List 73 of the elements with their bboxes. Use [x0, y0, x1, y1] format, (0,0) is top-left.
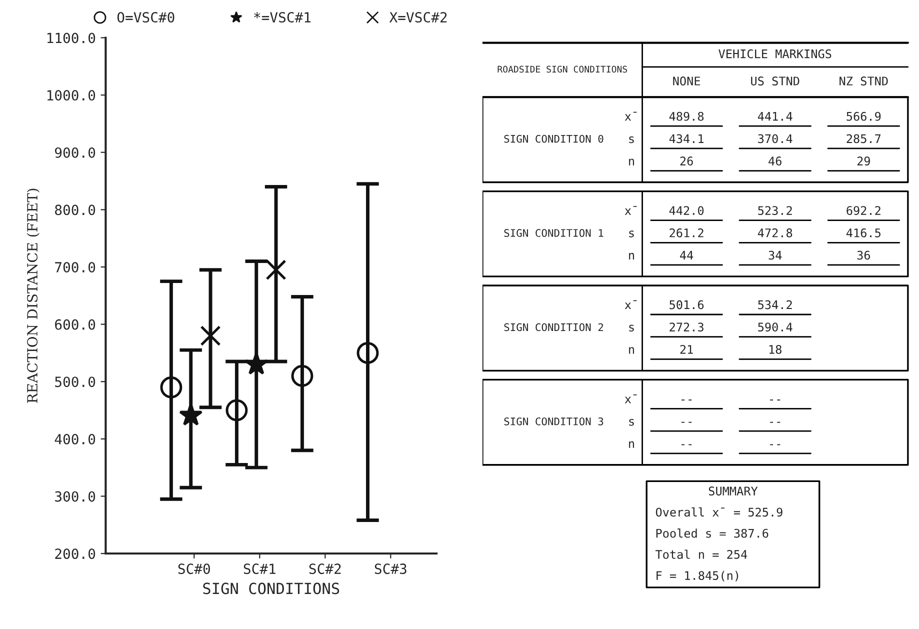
data-label: 441.4 [758, 112, 792, 121]
category-label: NZ STND [840, 76, 888, 86]
data-label: 44 [680, 250, 694, 260]
data-label: 370.4 [758, 134, 792, 144]
text: s [629, 418, 634, 426]
data-label: 261.2 [670, 228, 704, 238]
text: VEHICLE MARKINGS [718, 49, 832, 58]
text: x̄ [624, 394, 637, 404]
x-axis-title: SIGN CONDITIONS [203, 582, 340, 594]
data-label: -- [682, 422, 692, 423]
data-label: 21 [680, 344, 693, 354]
category-label: US STND [751, 76, 800, 86]
data-label: 416.5 [846, 228, 880, 238]
y-tick-label: 500.0 [55, 376, 96, 388]
y-tick-label: 1000.0 [47, 90, 96, 101]
data-label: 472.8 [758, 228, 792, 238]
text: F = 1.845(n) [656, 570, 738, 582]
y-tick-label: 200.0 [55, 548, 96, 560]
data-label: -- [682, 444, 692, 446]
text: n [629, 441, 634, 448]
text: ROADSIDE SIGN CONDITIONS [498, 66, 628, 73]
data-label: 285.7 [846, 134, 881, 144]
data-label: 434.1 [669, 134, 704, 144]
legend-label: O=VSC#0 [117, 12, 174, 23]
text: x̄ [624, 300, 637, 310]
data-label: 272.3 [670, 322, 704, 332]
y-axis-title: REACTION DISTANCE (FEET) [26, 188, 40, 403]
text: s [629, 136, 634, 144]
data-label: 18 [769, 344, 782, 354]
data-label: -- [770, 444, 780, 446]
data-label: 442.0 [669, 206, 704, 215]
text: n [629, 252, 634, 260]
text: SIGN CONDITION 3 [504, 417, 604, 426]
y-tick-label: 400.0 [54, 434, 96, 444]
text: Total n = 254 [656, 550, 748, 559]
y-tick-label: 900.0 [55, 147, 96, 158]
data-label: 534.2 [758, 300, 792, 310]
data-label: 590.4 [758, 322, 792, 332]
text: SIGN CONDITION 0 [504, 134, 604, 143]
data-label: 566.9 [846, 112, 881, 121]
text: x̄ [624, 112, 637, 121]
y-tick-label: 800.0 [55, 204, 96, 216]
category-label: NONE [673, 76, 700, 86]
legend-label: X=VSC#2 [389, 12, 447, 23]
y-tick-label: 1100.0 [47, 32, 96, 44]
text: SIGN CONDITION 2 [504, 323, 604, 332]
x-tick-label: SC#0 [178, 564, 210, 574]
x-tick-label: SC#1 [244, 564, 276, 574]
data-label: 489.8 [669, 112, 704, 121]
x-tick-label: SC#3 [374, 564, 406, 574]
text: SIGN CONDITION 1 [504, 229, 604, 237]
x-tick-label: SC#2 [309, 564, 341, 574]
text: Overall x̄ = 525.9 [656, 507, 782, 517]
text: n [629, 158, 634, 166]
y-tick-label: 300.0 [55, 491, 96, 502]
text: SUMMARY [708, 486, 758, 496]
data-label: -- [770, 422, 780, 423]
data-label: 692.2 [846, 206, 880, 215]
text: n [629, 347, 634, 354]
data-label: 34 [768, 250, 782, 260]
data-label: 26 [680, 156, 693, 166]
data-label: 36 [857, 250, 870, 260]
data-label: 501.6 [670, 300, 704, 310]
y-tick-label: 600.0 [55, 319, 96, 330]
data-label: 46 [768, 156, 782, 166]
data-label: 523.2 [758, 206, 792, 215]
text: x̄ [624, 206, 637, 215]
text: Pooled s = 387.6 [656, 528, 768, 538]
y-tick-label: 700.0 [55, 262, 96, 272]
text: s [629, 324, 634, 332]
data-label: 29 [857, 156, 870, 166]
legend-label: *=VSC#1 [254, 12, 311, 23]
text: s [629, 230, 634, 238]
